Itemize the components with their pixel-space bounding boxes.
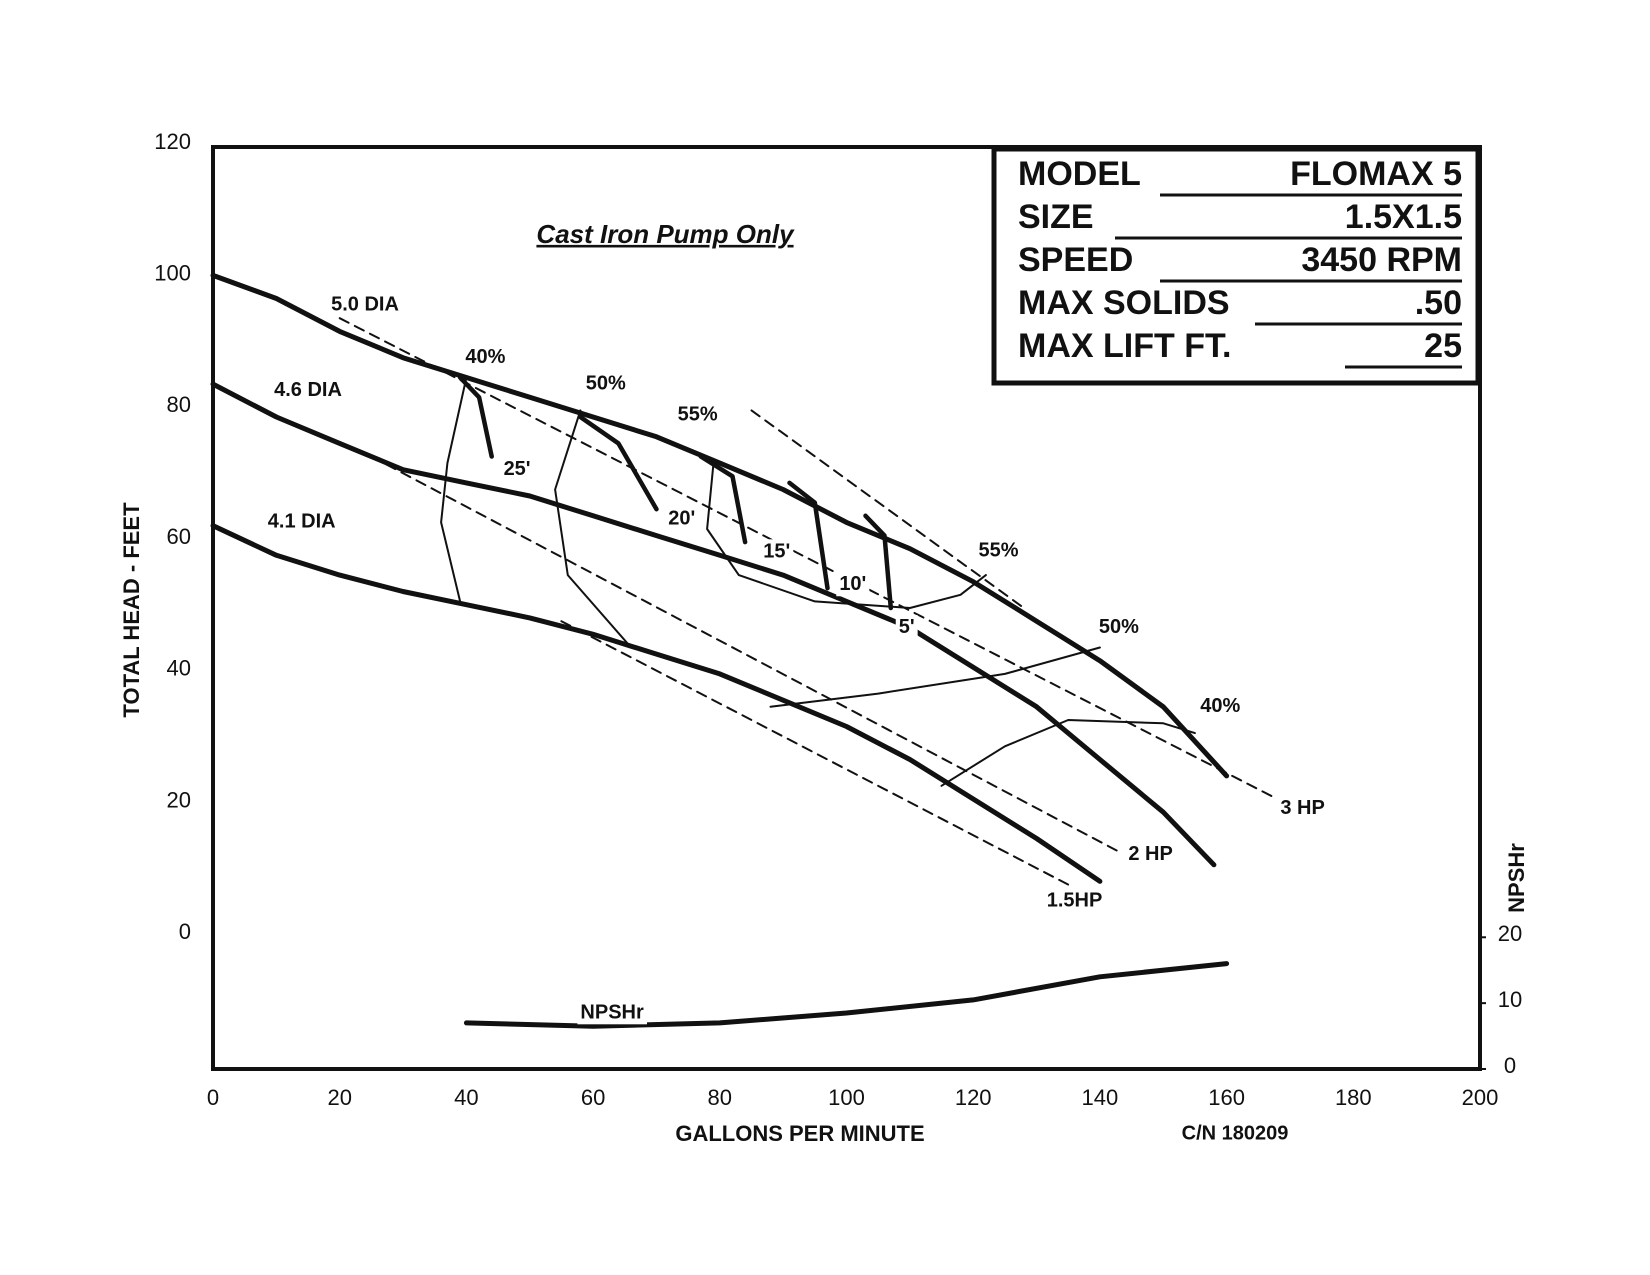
- label-bg: [665, 506, 699, 531]
- x-tick-label: 80: [708, 1085, 732, 1110]
- curve-label: 2 HP: [1128, 843, 1172, 865]
- curve: [578, 414, 659, 512]
- x-axis-label: GALLONS PER MINUTE: [675, 1121, 924, 1146]
- spec-value: 1.5X1.5: [1345, 198, 1462, 236]
- spec-value: FLOMAX 5: [1290, 155, 1462, 193]
- y-tick-label: 100: [154, 261, 191, 286]
- spec-value: 25: [1424, 327, 1462, 365]
- x-tick-label: 140: [1082, 1085, 1119, 1110]
- curve: [370, 455, 1120, 853]
- curve: [750, 409, 1025, 609]
- y2-axis-label: NPSHr: [1504, 843, 1529, 913]
- label-bg: [836, 572, 870, 597]
- curve-label: 40%: [1200, 695, 1240, 717]
- x-tick-label: 20: [327, 1085, 351, 1110]
- label-bg: [1125, 842, 1176, 867]
- curve-label: NPSHr: [580, 1001, 644, 1023]
- x-tick-label: 60: [581, 1085, 605, 1110]
- curve: [769, 646, 1101, 708]
- x-tick-label: 40: [454, 1085, 478, 1110]
- y-axis-label: TOTAL HEAD - FEET: [119, 502, 144, 718]
- curve-label: 10': [839, 573, 866, 595]
- curve-label: 55%: [979, 540, 1019, 562]
- curve: [457, 375, 494, 459]
- spec-box: MODEL FLOMAX 5 SIZE 1.5X1.5 SPEED 3450 RPM MAX…: [991, 146, 1481, 386]
- curve-label: 50%: [586, 372, 626, 394]
- x-tick-label: 0: [207, 1085, 219, 1110]
- curve-label: 40%: [465, 346, 505, 368]
- label-bg: [577, 1000, 647, 1025]
- curve: [863, 513, 894, 611]
- curve-label: 20': [668, 507, 695, 529]
- label-bg: [1043, 888, 1106, 913]
- y2-tick-label: 10: [1498, 987, 1522, 1012]
- y-tick-label: 120: [154, 129, 191, 154]
- curve: [698, 454, 748, 545]
- curve-label: 5': [899, 616, 915, 638]
- label-bg: [1095, 615, 1143, 640]
- spec-label: MAX SOLIDS: [1018, 284, 1230, 322]
- label-bg: [1277, 796, 1328, 821]
- label-bg: [328, 292, 402, 317]
- spec-box-frame: [991, 146, 1481, 386]
- x-tick-label: 200: [1462, 1085, 1499, 1110]
- y2-tick-label: 0: [1504, 1053, 1516, 1078]
- y-tick-label: 60: [167, 524, 191, 549]
- curve: [338, 317, 1279, 800]
- curve: [210, 272, 1230, 779]
- curve-label: 4.1 DIA: [268, 511, 336, 533]
- curve-label: 50%: [1099, 616, 1139, 638]
- spec-value: 3450 RPM: [1301, 241, 1462, 279]
- y-tick-label: 40: [167, 656, 191, 681]
- spec-label: SIZE: [1018, 198, 1094, 236]
- plot-frame: [211, 145, 1482, 1071]
- label-bg: [500, 456, 534, 481]
- y-tick-label: 20: [167, 787, 191, 812]
- curve: [210, 523, 1103, 884]
- label-bg: [1197, 694, 1244, 719]
- spec-label: MAX LIFT FT.: [1018, 327, 1231, 365]
- label-bg: [895, 615, 918, 640]
- y2-tick-label: 20: [1498, 921, 1522, 946]
- label-bg: [264, 509, 339, 534]
- spec-label: MODEL: [1018, 155, 1141, 193]
- curve: [554, 409, 633, 649]
- x-tick-label: 160: [1208, 1085, 1245, 1110]
- curve: [940, 719, 1196, 787]
- curve: [560, 620, 1070, 886]
- curve-label: 4.6 DIA: [274, 379, 342, 401]
- spec-value: .50: [1415, 284, 1462, 322]
- x-tick-label: 120: [955, 1085, 992, 1110]
- curve-label: 5.0 DIA: [331, 293, 399, 315]
- labels: 0 20 40 60 80 100 120 140 160 180 2000204060801001…: [154, 129, 1522, 1110]
- curve-label: 55%: [678, 403, 718, 425]
- curve-label: 1.5HP: [1047, 889, 1103, 911]
- x-tick-label: 180: [1335, 1085, 1372, 1110]
- curve-label: 25': [504, 458, 531, 480]
- chart-title: Cast Iron Pump Only: [536, 219, 795, 249]
- curve: [463, 961, 1230, 1029]
- footnote: C/N 180209: [1182, 1122, 1289, 1144]
- label-bg: [582, 371, 630, 396]
- y-tick-label: 80: [167, 392, 191, 417]
- title-bg: [500, 216, 830, 256]
- spec-label: SPEED: [1018, 241, 1133, 279]
- label-bg: [674, 402, 721, 427]
- label-bg: [975, 538, 1022, 563]
- label-bg: [462, 345, 509, 370]
- y-tick-label: 0: [179, 919, 191, 944]
- curves: [210, 272, 1279, 1029]
- curve: [706, 462, 987, 609]
- x-tick-label: 100: [828, 1085, 865, 1110]
- curve: [440, 376, 468, 603]
- curve-label: 15': [763, 540, 790, 562]
- curve-label: 3 HP: [1280, 797, 1324, 819]
- label-bg: [271, 377, 345, 402]
- curve: [787, 480, 830, 591]
- label-bg: [760, 539, 794, 564]
